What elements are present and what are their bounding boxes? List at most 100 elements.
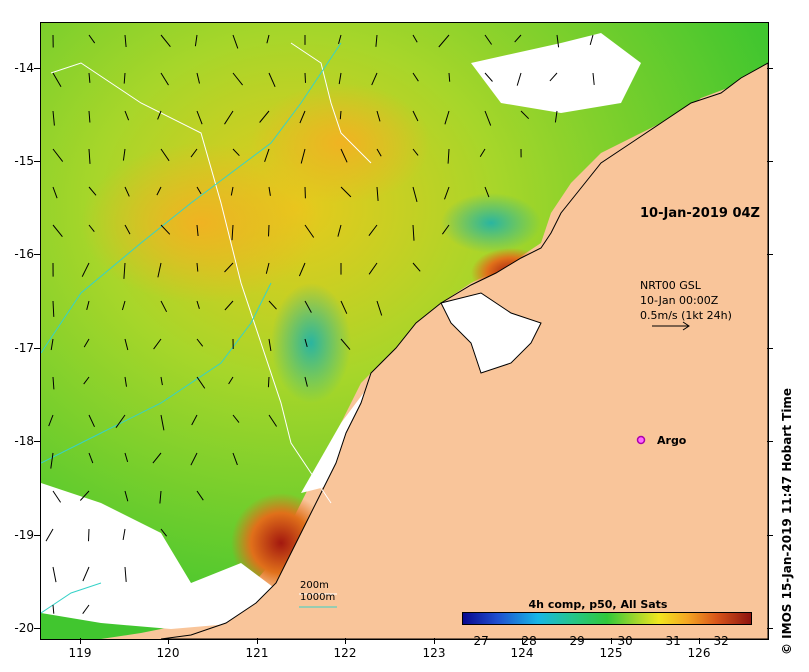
current-vector	[190, 452, 198, 466]
current-vector	[82, 604, 90, 614]
current-vector	[52, 224, 63, 238]
current-vector	[124, 224, 131, 235]
current-vector	[298, 262, 306, 277]
current-vector	[124, 338, 129, 351]
current-vector	[121, 300, 126, 311]
current-vector	[160, 34, 171, 48]
lon-label: 126	[687, 646, 711, 660]
lat-label: -20	[14, 621, 34, 635]
current-vector	[124, 490, 129, 502]
current-vector	[412, 34, 418, 43]
current-vector	[299, 110, 306, 124]
current-vector	[265, 262, 270, 274]
lon-tick	[611, 638, 612, 644]
current-vector	[50, 452, 54, 469]
lat-label: -14	[14, 61, 34, 75]
current-vector	[88, 186, 97, 196]
current-vector	[160, 300, 168, 313]
current-vector	[159, 490, 162, 504]
current-vector	[160, 414, 165, 431]
current-vector	[444, 110, 450, 125]
current-vector	[122, 148, 126, 161]
current-vector	[88, 72, 91, 83]
contour-200m	[50, 62, 332, 504]
current-legend-source: NRT00 GSL	[640, 279, 701, 292]
cloud-gap-south	[41, 483, 281, 629]
lat-label: -15	[14, 154, 34, 168]
lat-tick-right	[767, 535, 773, 536]
current-vector	[438, 34, 450, 48]
current-vector	[157, 110, 162, 120]
current-vector	[304, 224, 315, 238]
current-vector	[340, 148, 348, 163]
current-vector	[448, 72, 451, 82]
current-vector	[52, 72, 62, 87]
current-vector	[520, 110, 530, 120]
contour-1000m	[41, 42, 342, 354]
current-vector	[224, 300, 234, 311]
lon-label: 120	[156, 646, 180, 660]
current-legend-time: 10-Jan 00:00Z	[640, 294, 719, 307]
current-vector	[479, 148, 486, 158]
current-vector	[156, 186, 162, 196]
lon-tick	[168, 638, 169, 644]
current-vector	[83, 376, 90, 385]
current-vector	[157, 262, 162, 278]
current-vector	[447, 148, 450, 164]
current-vector	[232, 414, 240, 423]
lat-label: -17	[14, 341, 34, 355]
current-vector	[232, 72, 243, 86]
current-vector	[376, 148, 382, 157]
lat-label: -18	[14, 434, 34, 448]
contour-200m-north	[290, 42, 372, 164]
current-vector	[52, 148, 64, 162]
current-vector	[412, 224, 415, 241]
lat-tick	[34, 441, 40, 442]
current-vector	[376, 110, 381, 122]
current-vector	[268, 300, 277, 310]
current-vector	[191, 414, 198, 426]
lat-tick	[34, 254, 40, 255]
current-vector	[52, 490, 62, 503]
imos-credit: © IMOS 15-Jan-2019 11:47 Hobart Time	[780, 387, 794, 655]
current-vector	[368, 224, 378, 237]
current-vector	[224, 262, 234, 273]
current-vector	[160, 72, 169, 86]
argo-float-marker[interactable]	[636, 435, 646, 445]
current-vector	[228, 376, 234, 385]
current-vector	[52, 300, 55, 317]
current-vector	[441, 224, 450, 235]
current-vector	[304, 300, 312, 313]
contour-1000m-sw	[41, 582, 102, 614]
current-vector	[412, 148, 419, 156]
current-vector	[196, 490, 204, 501]
contour-1000m-label: 1000m	[300, 592, 336, 603]
current-vector	[196, 224, 199, 237]
gulf-inlet	[440, 292, 542, 374]
current-vector	[484, 186, 490, 198]
current-vector	[232, 452, 238, 466]
current-vector	[264, 148, 270, 162]
current-vector	[376, 186, 379, 201]
current-vector	[196, 186, 202, 195]
current-vector	[88, 148, 91, 164]
current-vector	[371, 72, 378, 86]
colorbar-tick-label: 30	[617, 634, 633, 648]
current-vector	[124, 110, 130, 121]
lon-tick	[699, 638, 700, 644]
current-vector	[88, 414, 95, 428]
colorbar-tick-label: 32	[713, 634, 729, 648]
lon-tick	[345, 638, 346, 644]
current-vector	[88, 452, 94, 464]
lon-label: 121	[245, 646, 269, 660]
lat-tick-right	[767, 628, 773, 629]
current-vector	[300, 148, 306, 164]
current-vector	[412, 72, 419, 82]
current-vector	[339, 110, 342, 120]
current-vector	[196, 72, 200, 84]
current-vector	[152, 452, 162, 464]
lon-tick	[522, 638, 523, 644]
current-vector	[82, 566, 90, 582]
current-vector	[88, 34, 96, 44]
sst-map-panel[interactable]	[40, 22, 769, 640]
